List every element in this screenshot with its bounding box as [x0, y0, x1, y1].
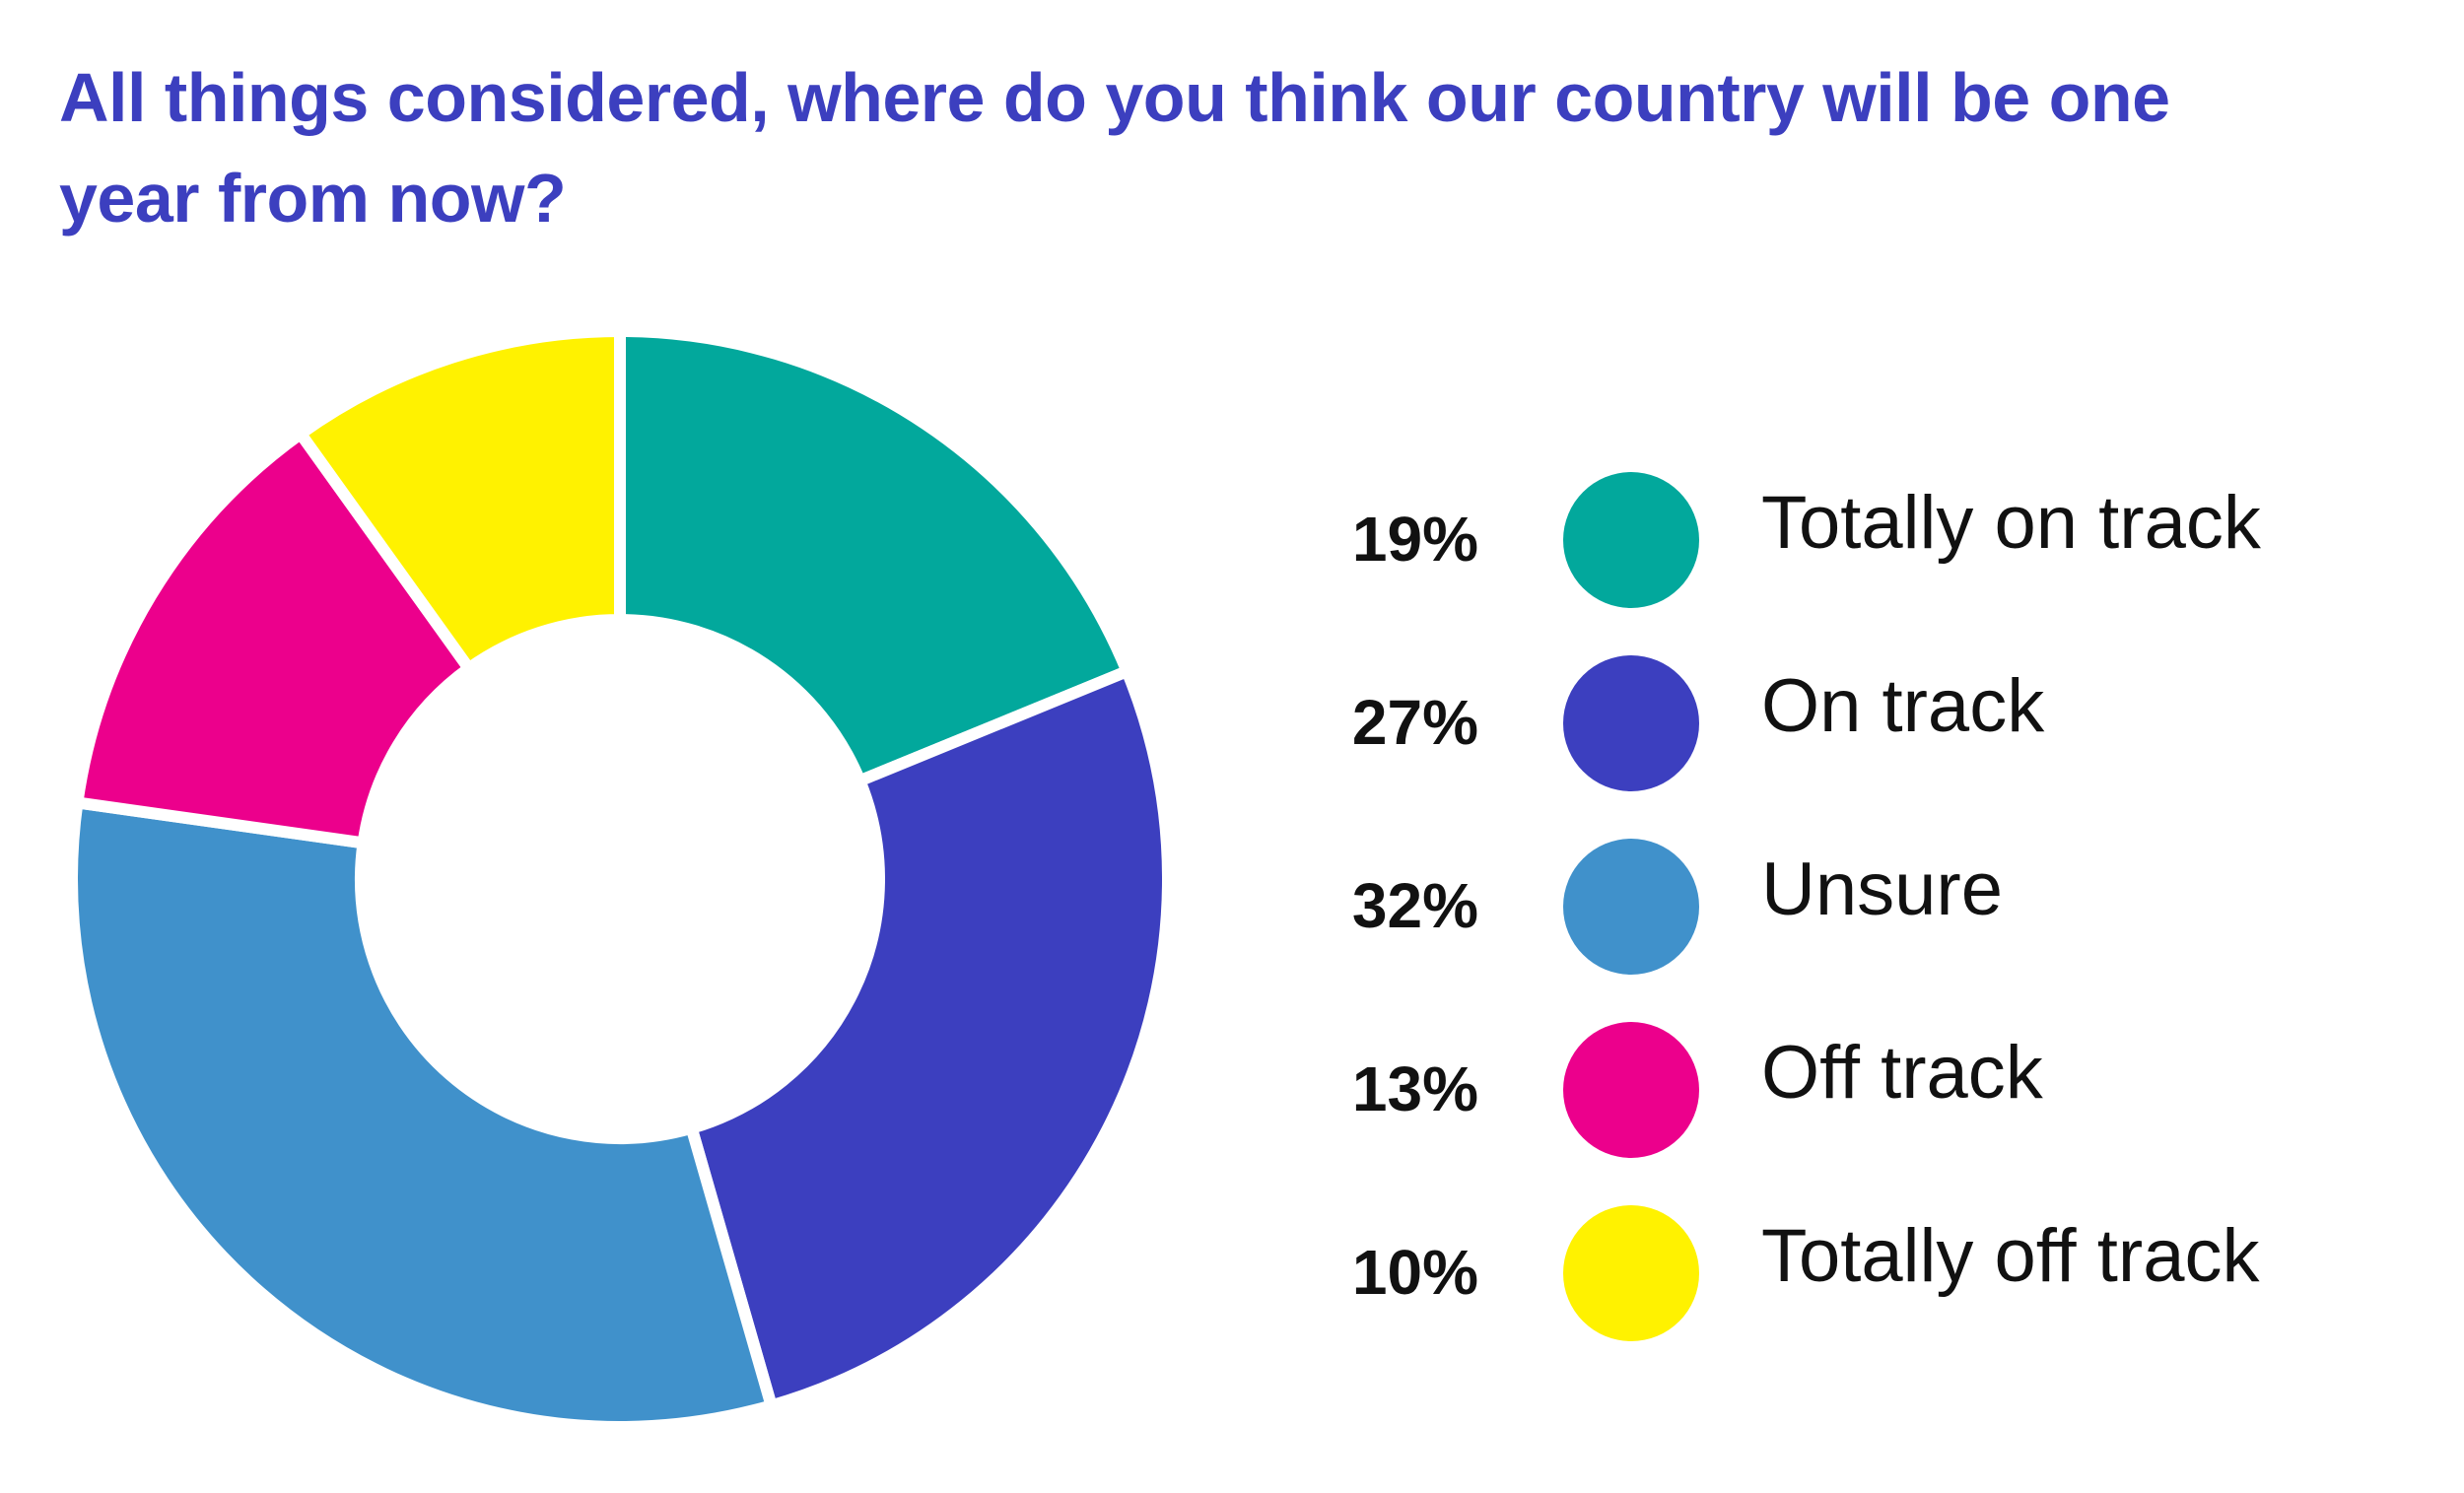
value-label: 19%: [1352, 504, 1478, 575]
legend-swatch: [1563, 472, 1699, 608]
donut-slice: [292, 324, 626, 677]
value-label: 10%: [1352, 1237, 1478, 1308]
value-label: 32%: [1352, 870, 1478, 941]
legend-label: Totally on track: [1761, 481, 2262, 565]
legend-label: Totally off track: [1761, 1214, 2260, 1298]
legend-label: Off track: [1761, 1031, 2044, 1115]
donut-slice: [684, 663, 1174, 1413]
legend-swatch: [1563, 839, 1699, 975]
value-label: 27%: [1352, 687, 1478, 758]
legend-swatch: [1563, 655, 1699, 791]
legend-label: On track: [1761, 664, 2045, 748]
legend-swatch: [1563, 1022, 1699, 1158]
legend-label: Unsure: [1761, 848, 2003, 931]
chart-title: All things considered, where do you thin…: [59, 59, 2170, 237]
value-label: 13%: [1352, 1053, 1478, 1124]
donut-slice: [614, 324, 1135, 789]
legend-swatch: [1563, 1205, 1699, 1341]
donut-slice: [66, 795, 780, 1434]
